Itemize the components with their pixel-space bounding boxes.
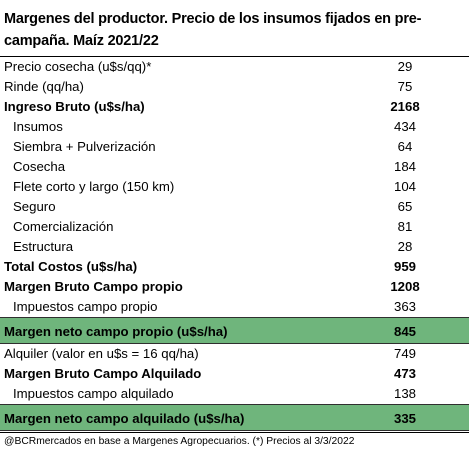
table-row-insumos: Insumos 434 xyxy=(0,117,469,137)
row-value: 1208 xyxy=(390,279,420,294)
row-label: Comercialización xyxy=(13,219,114,234)
row-label: Impuestos campo propio xyxy=(13,299,158,314)
table-row-impuestos-alquilado: Impuestos campo alquilado 138 xyxy=(0,384,469,404)
row-label: Flete corto y largo (150 km) xyxy=(13,179,175,194)
table-row-alquiler: Alquiler (valor en u$s = 16 qq/ha) 749 xyxy=(0,344,469,364)
table-row-margen-bruto-alquilado: Margen Bruto Campo Alquilado 473 xyxy=(0,364,469,384)
row-label: Precio cosecha (u$s/qq)* xyxy=(4,59,152,74)
top-divider xyxy=(0,56,469,57)
row-value: 104 xyxy=(393,179,416,194)
table-row-estructura: Estructura 28 xyxy=(0,237,469,257)
margin-table: Precio cosecha (u$s/qq)* 29 Rinde (qq/ha… xyxy=(0,57,469,431)
table-row-impuestos-propio: Impuestos campo propio 363 xyxy=(0,297,469,317)
row-value: 363 xyxy=(393,299,416,314)
row-value: 138 xyxy=(393,386,416,401)
row-value: 81 xyxy=(397,219,413,234)
row-value: 959 xyxy=(393,259,416,274)
row-label: Impuestos campo alquilado xyxy=(13,386,174,401)
table-row-flete: Flete corto y largo (150 km) 104 xyxy=(0,177,469,197)
row-label: Seguro xyxy=(13,199,56,214)
row-label: Margen neto campo propio (u$s/ha) xyxy=(4,324,228,339)
row-value: 749 xyxy=(393,346,416,361)
table-title: Margenes del productor. Precio de los in… xyxy=(4,11,422,49)
row-value: 65 xyxy=(397,199,413,214)
row-label: Estructura xyxy=(13,239,74,254)
table-row-seguro: Seguro 65 xyxy=(0,197,469,217)
row-label: Siembra + Pulverización xyxy=(13,139,156,154)
row-label: Total Costos (u$s/ha) xyxy=(4,259,138,274)
row-value: 75 xyxy=(397,79,413,94)
table-row-margen-neto-alquilado: Margen neto campo alquilado (u$s/ha) 335 xyxy=(0,404,469,431)
row-label: Margen neto campo alquilado (u$s/ha) xyxy=(4,411,245,426)
table-row-total-costos: Total Costos (u$s/ha) 959 xyxy=(0,257,469,277)
table-row-ingreso-bruto: Ingreso Bruto (u$s/ha) 2168 xyxy=(0,97,469,117)
table-row-margen-neto-propio: Margen neto campo propio (u$s/ha) 845 xyxy=(0,317,469,344)
table-row-precio-cosecha: Precio cosecha (u$s/qq)* 29 xyxy=(0,57,469,77)
source-footnote: @BCRmercados en base a Margenes Agropecu… xyxy=(4,436,355,447)
row-value: 473 xyxy=(393,366,416,381)
row-label: Margen Bruto Campo propio xyxy=(4,279,183,294)
row-value: 64 xyxy=(397,139,413,154)
row-label: Insumos xyxy=(13,119,63,134)
row-label: Ingreso Bruto (u$s/ha) xyxy=(4,99,145,114)
table-row-siembra: Siembra + Pulverización 64 xyxy=(0,137,469,157)
row-label: Cosecha xyxy=(13,159,66,174)
row-value: 184 xyxy=(393,159,416,174)
row-value: 335 xyxy=(393,411,416,426)
table-row-comercializacion: Comercialización 81 xyxy=(0,217,469,237)
row-label: Margen Bruto Campo Alquilado xyxy=(4,366,202,381)
row-value: 434 xyxy=(393,119,416,134)
row-value: 845 xyxy=(393,324,416,339)
row-label: Alquiler (valor en u$s = 16 qq/ha) xyxy=(4,346,199,361)
row-value: 29 xyxy=(397,59,413,74)
bottom-divider xyxy=(0,432,469,433)
table-row-cosecha: Cosecha 184 xyxy=(0,157,469,177)
table-row-rinde: Rinde (qq/ha) 75 xyxy=(0,77,469,97)
table-row-margen-bruto-propio: Margen Bruto Campo propio 1208 xyxy=(0,277,469,297)
row-value: 2168 xyxy=(390,99,420,114)
row-value: 28 xyxy=(397,239,413,254)
row-label: Rinde (qq/ha) xyxy=(4,79,84,94)
